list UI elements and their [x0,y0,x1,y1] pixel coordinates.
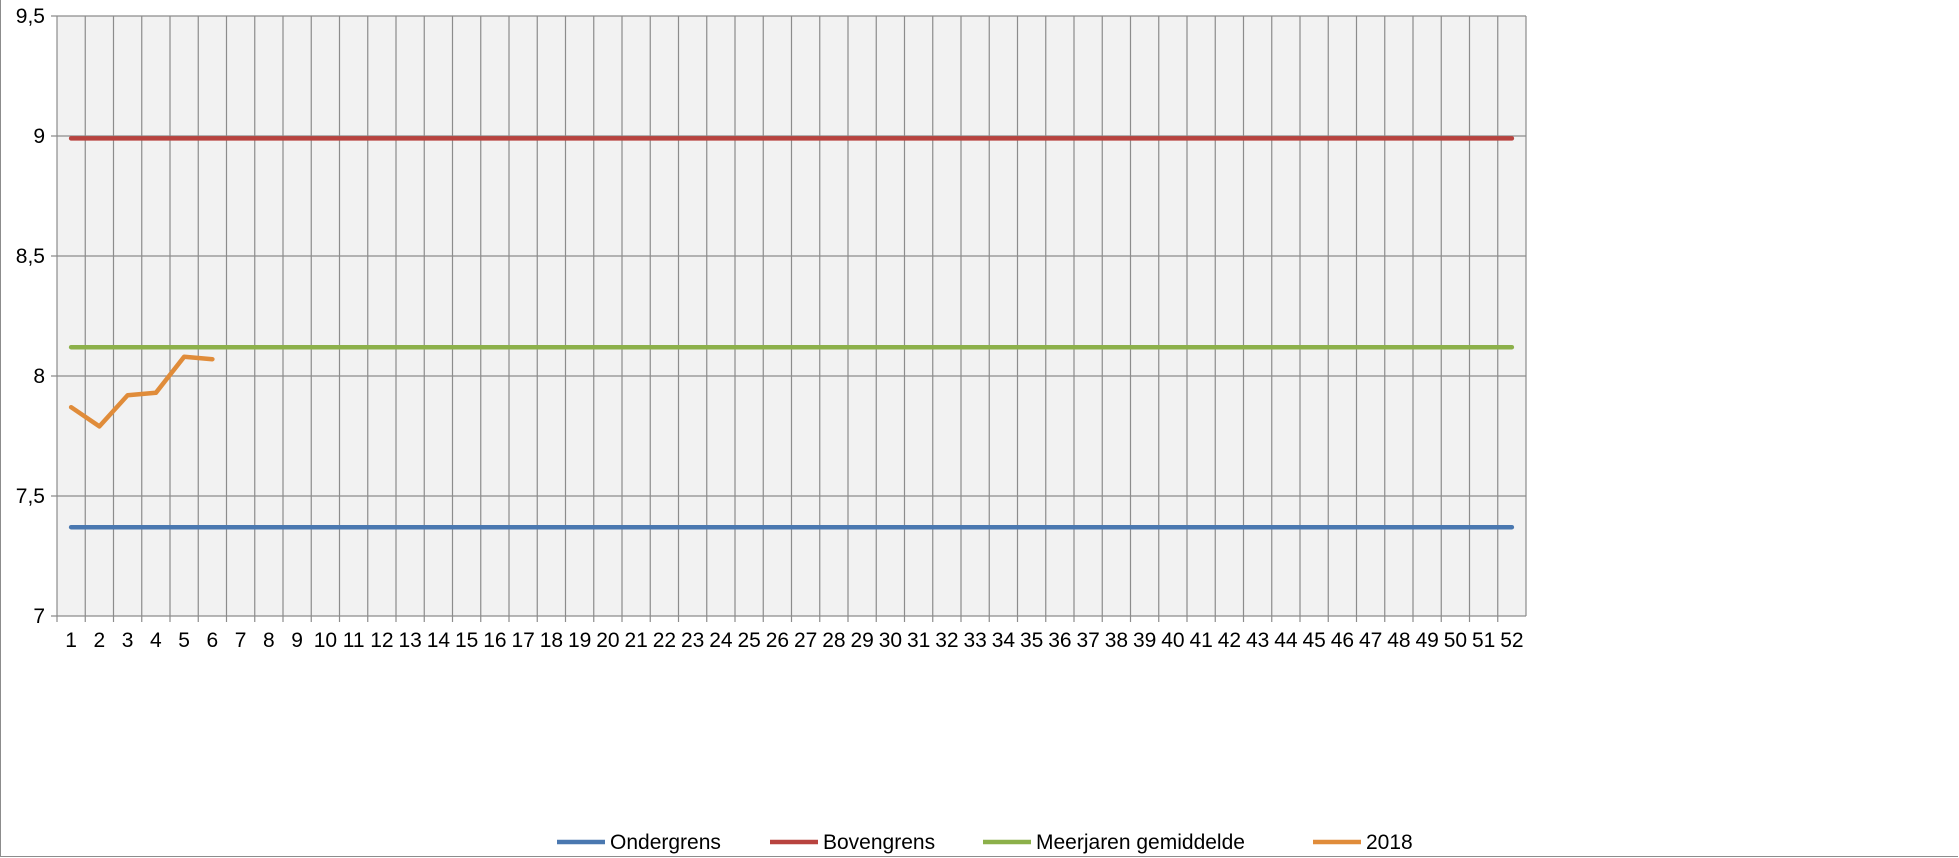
x-tick-label: 52 [1500,629,1523,652]
x-tick-label: 24 [709,629,733,652]
x-tick-label: 27 [794,629,817,652]
x-tick-label: 38 [1105,629,1128,652]
y-tick-label: 7 [33,605,45,628]
x-tick-label: 28 [822,629,845,652]
x-tick-label: 29 [850,629,873,652]
y-tick-label: 7,5 [16,485,45,508]
y-tick-label: 8,5 [16,245,45,268]
x-tick-label: 10 [314,629,337,652]
x-tick-label: 48 [1387,629,1410,652]
legend-label: Bovengrens [823,831,935,854]
x-tick-label: 16 [483,629,506,652]
y-tick-label: 9,5 [16,5,45,28]
x-tick-label: 33 [963,629,986,652]
x-tick-label: 14 [427,629,451,652]
y-tick-label: 8 [33,365,45,388]
x-tick-label: 2 [94,629,106,652]
x-tick-label: 11 [343,629,365,652]
x-tick-label: 35 [1020,629,1043,652]
x-tick-label: 15 [455,629,478,652]
x-tick-label: 32 [935,629,958,652]
x-tick-label: 25 [737,629,760,652]
x-tick-label: 34 [992,629,1016,652]
x-tick-label: 42 [1218,629,1241,652]
x-tick-label: 13 [398,629,421,652]
x-tick-label: 50 [1444,629,1467,652]
gridlines [51,15,1527,622]
legend-label: Ondergrens [610,831,721,854]
x-tick-label: 9 [291,629,303,652]
x-tick-label: 30 [879,629,902,652]
x-tick-label: 45 [1302,629,1325,652]
x-tick-label: 3 [122,629,134,652]
x-tick-label: 12 [370,629,393,652]
x-tick-label: 37 [1076,629,1099,652]
series-line-2018 [68,354,215,429]
x-tick-label: 26 [766,629,789,652]
x-tick-label: 41 [1189,629,1212,652]
x-tick-label: 18 [540,629,563,652]
y-axis-tick-labels: 7 7,5 8 8,5 9 9,5 [16,5,45,628]
x-axis-tick-labels: 1 2 3 4 5 6 7 8 9 10 11 12 13 14 15 16 17 18 19 20 21 22 23 24 2… [65,629,1523,652]
x-tick-label: 21 [624,629,647,652]
x-tick-label: 51 [1472,629,1495,652]
x-tick-label: 49 [1415,629,1438,652]
x-tick-label: 7 [235,629,247,652]
x-tick-label: 6 [207,629,219,652]
x-tick-label: 44 [1274,629,1298,652]
x-tick-label: 47 [1359,629,1382,652]
x-tick-label: 23 [681,629,704,652]
x-tick-label: 17 [511,629,534,652]
x-tick-label: 5 [178,629,190,652]
legend-label: 2018 [1366,831,1413,854]
x-tick-label: 1 [65,629,77,652]
x-tick-label: 20 [596,629,619,652]
x-tick-label: 36 [1048,629,1071,652]
legend-label: Meerjaren gemiddelde [1036,831,1245,854]
x-tick-label: 43 [1246,629,1269,652]
legend: Ondergrens Bovengrens Meerjaren gemiddelde… [557,831,1413,854]
x-tick-label: 8 [263,629,275,652]
x-tick-label: 39 [1133,629,1156,652]
x-tick-label: 31 [907,629,930,652]
x-tick-label: 4 [150,629,162,652]
x-tick-label: 22 [653,629,676,652]
y-tick-label: 9 [33,125,45,148]
series-lines [68,136,1515,530]
x-tick-label: 46 [1331,629,1354,652]
x-tick-label: 40 [1161,629,1184,652]
x-tick-label: 19 [568,629,591,652]
